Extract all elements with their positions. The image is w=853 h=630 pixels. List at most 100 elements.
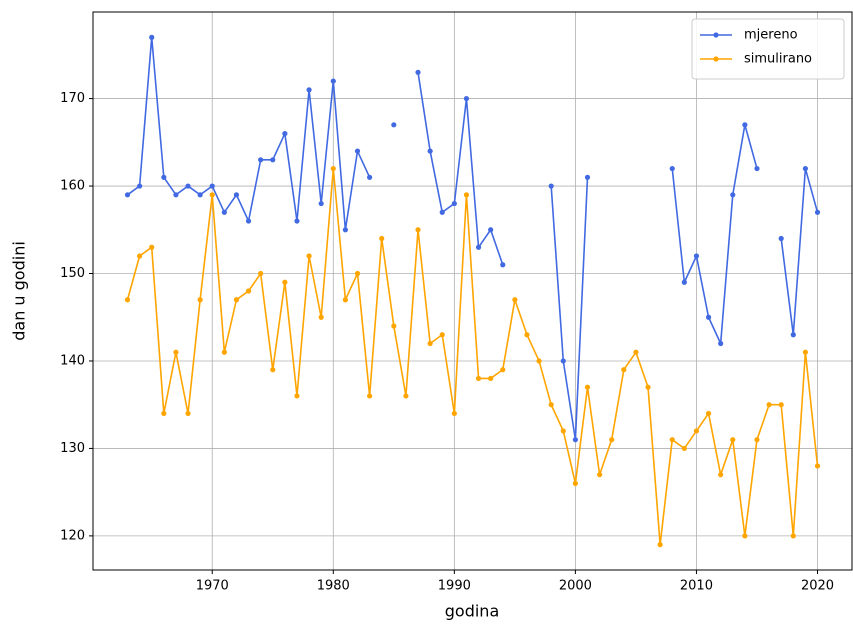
point bbox=[572, 437, 578, 443]
point bbox=[718, 340, 724, 347]
legend-label: mjereno bbox=[744, 28, 798, 43]
x-tick-label: 2000 bbox=[559, 579, 592, 594]
point bbox=[221, 349, 227, 355]
point bbox=[427, 148, 433, 154]
y-tick-label: 130 bbox=[60, 441, 85, 456]
point bbox=[391, 323, 397, 329]
point bbox=[415, 69, 421, 75]
point bbox=[149, 34, 155, 40]
point bbox=[209, 183, 215, 189]
point bbox=[294, 393, 300, 399]
x-axis-label: godina bbox=[445, 602, 500, 621]
point bbox=[730, 437, 736, 443]
point bbox=[645, 384, 651, 390]
point bbox=[439, 332, 445, 338]
point bbox=[185, 183, 191, 189]
point bbox=[391, 122, 397, 128]
point bbox=[488, 227, 494, 233]
point bbox=[609, 437, 615, 443]
series-line bbox=[126, 168, 819, 545]
point bbox=[245, 288, 252, 294]
point bbox=[790, 332, 796, 338]
point bbox=[342, 297, 348, 303]
point bbox=[379, 235, 385, 242]
point bbox=[754, 165, 760, 172]
x-tick-label: 1990 bbox=[438, 579, 471, 594]
point bbox=[258, 270, 264, 277]
x-tick-label: 1980 bbox=[317, 579, 350, 594]
point bbox=[124, 192, 131, 198]
point bbox=[270, 367, 276, 373]
point bbox=[742, 533, 748, 539]
point bbox=[730, 192, 736, 198]
y-tick-label: 120 bbox=[60, 528, 85, 543]
point bbox=[500, 367, 506, 373]
point bbox=[124, 297, 131, 303]
legend-marker bbox=[713, 32, 719, 38]
point bbox=[814, 209, 821, 215]
point bbox=[354, 270, 361, 277]
point bbox=[548, 402, 554, 408]
point bbox=[161, 410, 167, 417]
point bbox=[282, 130, 288, 137]
point bbox=[572, 480, 578, 487]
point bbox=[342, 227, 348, 233]
point bbox=[681, 279, 687, 285]
y-tick-label: 170 bbox=[60, 91, 85, 106]
point bbox=[814, 463, 821, 469]
series-line bbox=[127, 37, 819, 440]
point bbox=[560, 358, 566, 364]
point bbox=[597, 472, 603, 478]
point bbox=[778, 402, 784, 408]
point bbox=[258, 157, 264, 163]
x-tick-label: 2010 bbox=[680, 579, 713, 594]
plot-frame bbox=[92, 11, 853, 571]
point bbox=[245, 218, 252, 224]
point bbox=[173, 192, 179, 198]
point bbox=[439, 209, 445, 215]
point bbox=[669, 165, 675, 172]
legend-box bbox=[691, 18, 845, 80]
point bbox=[488, 375, 494, 382]
y-tick-label: 160 bbox=[60, 179, 85, 194]
point bbox=[621, 367, 627, 373]
x-tick-label: 1970 bbox=[196, 579, 229, 594]
point bbox=[802, 165, 808, 172]
point bbox=[463, 95, 470, 102]
point bbox=[137, 253, 143, 259]
point bbox=[802, 349, 808, 355]
point bbox=[524, 332, 530, 338]
point bbox=[294, 218, 300, 224]
y-axis-label: dan u godini bbox=[10, 241, 29, 341]
point bbox=[718, 472, 724, 478]
point bbox=[306, 87, 312, 93]
point bbox=[185, 410, 191, 417]
point bbox=[669, 437, 675, 443]
point bbox=[742, 122, 748, 128]
point bbox=[657, 542, 663, 548]
point bbox=[790, 533, 796, 539]
point bbox=[560, 428, 566, 434]
point bbox=[415, 227, 421, 233]
y-tick-label: 140 bbox=[60, 353, 85, 368]
point bbox=[536, 358, 542, 364]
point bbox=[693, 428, 700, 434]
point bbox=[209, 192, 215, 198]
x-tick-label: 2020 bbox=[801, 579, 834, 594]
point bbox=[173, 349, 179, 355]
point bbox=[233, 297, 240, 303]
point bbox=[512, 297, 518, 303]
point bbox=[633, 349, 639, 355]
point bbox=[705, 314, 712, 320]
point bbox=[161, 174, 167, 180]
point bbox=[367, 393, 373, 399]
point bbox=[705, 410, 712, 417]
point bbox=[221, 209, 227, 215]
point bbox=[137, 183, 143, 189]
point bbox=[778, 235, 784, 242]
point bbox=[681, 445, 687, 452]
y-tick-label: 150 bbox=[60, 266, 85, 281]
point bbox=[548, 183, 554, 189]
point bbox=[500, 262, 506, 268]
